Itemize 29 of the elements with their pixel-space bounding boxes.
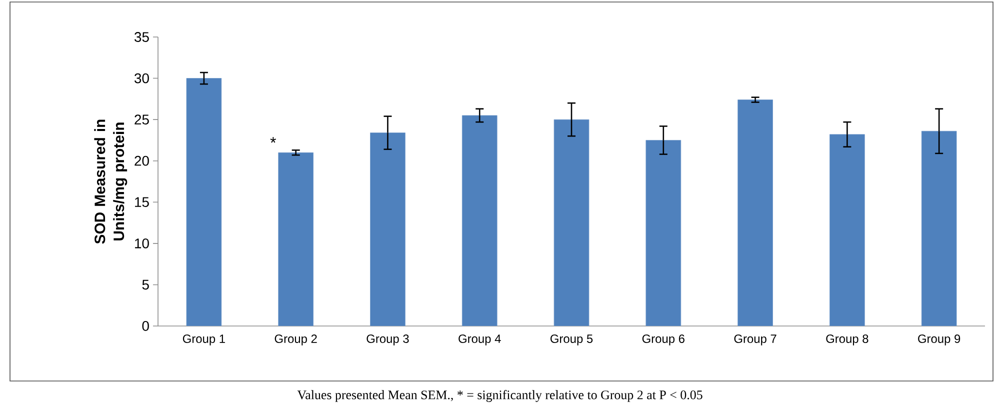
y-tick-label: 35 [134, 32, 149, 42]
x-tick-label: Group 7 [734, 334, 776, 346]
x-tick-label: Group 8 [826, 334, 868, 346]
bar [921, 130, 957, 326]
y-tick-label: 25 [134, 114, 149, 125]
x-tick-label: Group 5 [550, 334, 593, 346]
bar [278, 152, 314, 326]
bar [462, 115, 498, 326]
x-tick-label: Group 6 [642, 334, 684, 346]
bar [738, 100, 773, 326]
y-tick-label: 20 [134, 156, 149, 166]
bar [646, 140, 682, 326]
y-tick-label: 5 [142, 280, 149, 290]
x-tick-label: Group 2 [274, 334, 317, 346]
y-axis-title: SOD Measured in Units/mg protein [94, 120, 128, 244]
x-tick-label: Group 9 [918, 334, 960, 346]
y-tick-label: 30 [134, 73, 149, 84]
y-tick-label: 0 [142, 321, 149, 331]
x-tick-label: Group 3 [366, 334, 409, 346]
y-tick-label: 10 [135, 238, 149, 248]
y-tick-label: 15 [135, 197, 149, 208]
text: Values presented Mean SEM., * = significantly relative to Group 2 at P < 0.05 [297, 390, 702, 402]
bar [186, 78, 222, 326]
bar [554, 119, 590, 326]
x-tick-label: Group 1 [182, 334, 225, 346]
bar [370, 132, 406, 326]
bar [830, 134, 865, 326]
annotation: * [270, 137, 276, 143]
x-tick-label: Group 4 [458, 334, 501, 346]
